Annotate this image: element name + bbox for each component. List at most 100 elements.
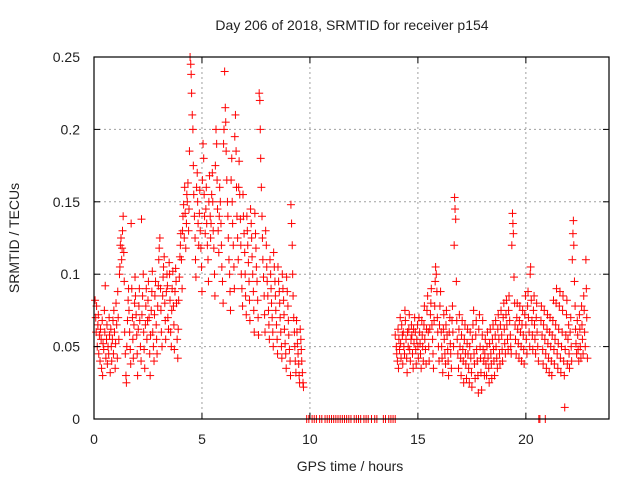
data-point bbox=[540, 306, 549, 315]
data-point bbox=[296, 325, 305, 334]
x-tick-label: 5 bbox=[198, 431, 206, 447]
data-point bbox=[428, 335, 437, 344]
data-point bbox=[166, 328, 175, 337]
data-point bbox=[406, 357, 415, 366]
data-point bbox=[232, 147, 241, 156]
data-point bbox=[131, 273, 140, 282]
data-point bbox=[148, 328, 157, 337]
data-point bbox=[569, 241, 578, 250]
data-point bbox=[128, 335, 137, 344]
data-point bbox=[189, 190, 198, 199]
data-point bbox=[486, 325, 495, 334]
data-point bbox=[259, 273, 268, 282]
data-point bbox=[209, 244, 218, 253]
data-point bbox=[504, 306, 513, 315]
data-point bbox=[579, 291, 588, 300]
data-point bbox=[235, 157, 244, 166]
data-point bbox=[219, 139, 228, 148]
data-point bbox=[228, 219, 237, 228]
data-point bbox=[530, 335, 539, 344]
data-point bbox=[251, 229, 260, 238]
data-point bbox=[581, 255, 590, 264]
data-point bbox=[450, 241, 459, 250]
data-point bbox=[97, 364, 106, 373]
data-point bbox=[466, 328, 475, 337]
data-point bbox=[566, 313, 575, 322]
data-point bbox=[503, 335, 512, 344]
data-point bbox=[151, 277, 160, 286]
data-point bbox=[524, 287, 533, 296]
data-point bbox=[124, 306, 133, 315]
data-point bbox=[540, 335, 549, 344]
data-point bbox=[107, 342, 116, 351]
data-point bbox=[542, 364, 551, 373]
data-point bbox=[523, 302, 532, 311]
data-point bbox=[254, 331, 263, 340]
data-point bbox=[109, 306, 118, 315]
data-point bbox=[462, 374, 471, 383]
data-point bbox=[420, 302, 429, 311]
data-point bbox=[96, 357, 105, 366]
data-point bbox=[112, 299, 121, 308]
data-point bbox=[153, 302, 162, 311]
data-point bbox=[193, 168, 202, 177]
data-point bbox=[181, 244, 190, 253]
data-point bbox=[245, 296, 254, 305]
data-point bbox=[416, 349, 425, 358]
data-point bbox=[249, 306, 258, 315]
data-point bbox=[210, 270, 219, 279]
data-point bbox=[508, 209, 517, 218]
data-point bbox=[169, 320, 178, 329]
data-point bbox=[447, 364, 456, 373]
data-point bbox=[478, 316, 487, 325]
data-point bbox=[150, 291, 159, 300]
data-point bbox=[188, 110, 197, 119]
data-point bbox=[260, 310, 269, 319]
data-point bbox=[229, 262, 238, 271]
data-point bbox=[578, 335, 587, 344]
data-point bbox=[282, 273, 291, 282]
data-point bbox=[196, 244, 205, 253]
data-point bbox=[240, 248, 249, 257]
data-point bbox=[563, 359, 572, 368]
data-point bbox=[561, 331, 570, 340]
data-point bbox=[208, 197, 217, 206]
data-point bbox=[392, 349, 401, 358]
data-point bbox=[238, 190, 247, 199]
data-point bbox=[551, 335, 560, 344]
data-point bbox=[112, 320, 121, 329]
data-point bbox=[298, 368, 307, 377]
data-point bbox=[268, 313, 277, 322]
data-point bbox=[167, 306, 176, 315]
data-point bbox=[297, 345, 306, 354]
data-point bbox=[531, 349, 540, 358]
data-point bbox=[210, 291, 219, 300]
data-point bbox=[141, 302, 150, 311]
data-point bbox=[171, 264, 180, 273]
data-point bbox=[443, 345, 452, 354]
data-point bbox=[555, 302, 564, 311]
data-point bbox=[122, 378, 131, 387]
data-point bbox=[170, 345, 179, 354]
data-point bbox=[251, 244, 260, 253]
data-point bbox=[166, 296, 175, 305]
data-point bbox=[241, 270, 250, 279]
data-point bbox=[522, 335, 531, 344]
data-point bbox=[237, 284, 246, 293]
data-point bbox=[95, 331, 104, 340]
y-axis-label: SRMTID / TECUs bbox=[6, 183, 22, 293]
data-point bbox=[253, 296, 262, 305]
data-point bbox=[573, 316, 582, 325]
data-point bbox=[160, 252, 169, 261]
data-point bbox=[119, 248, 128, 257]
data-point bbox=[583, 354, 592, 363]
data-point bbox=[173, 335, 182, 344]
data-point bbox=[539, 359, 548, 368]
data-point bbox=[282, 364, 291, 373]
data-point bbox=[215, 212, 224, 221]
data-point bbox=[528, 345, 537, 354]
data-point bbox=[202, 183, 211, 192]
data-point bbox=[494, 335, 503, 344]
y-tick-label: 0.15 bbox=[53, 194, 80, 210]
data-point bbox=[267, 284, 276, 293]
